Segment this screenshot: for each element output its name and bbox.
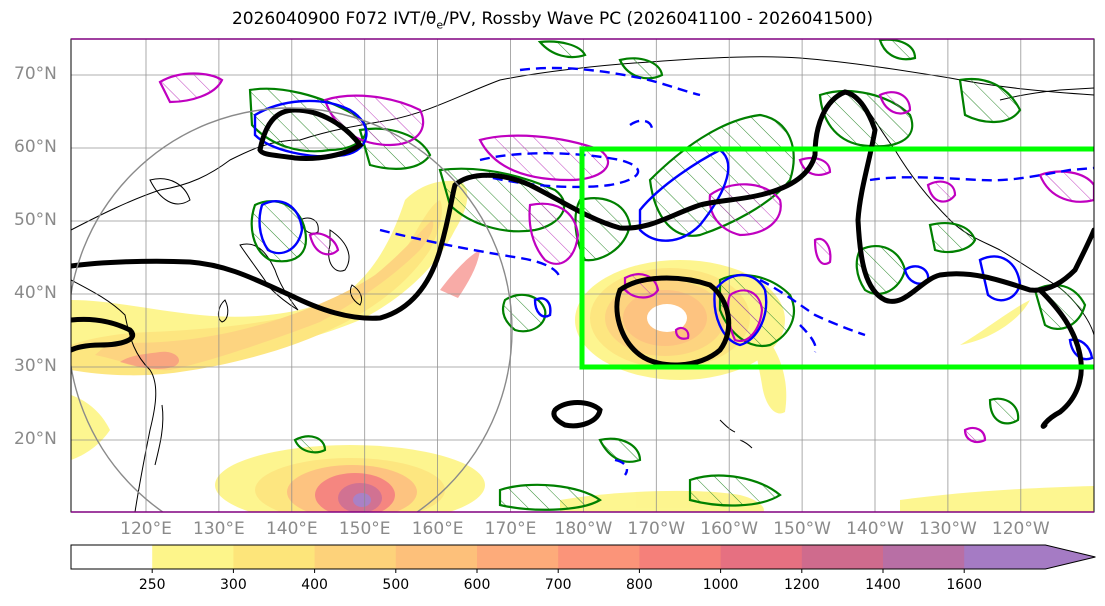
- lon-label: 150°E: [338, 519, 391, 539]
- rossby-wave-box: [579, 146, 1094, 370]
- colorbar-tick-label: 1400: [865, 577, 901, 593]
- lon-label: 130°W: [919, 519, 977, 539]
- plot-title: 2026040900 F072 IVT/θe/PV, Rossby Wave P…: [231, 9, 874, 32]
- colorbar-tick-label: 250: [138, 577, 166, 593]
- lat-label-50n: 50°N: [14, 210, 57, 230]
- lat-label-70n: 70°N: [14, 64, 57, 84]
- radius-circle: [71, 107, 513, 512]
- lon-label: 170°E: [484, 519, 537, 539]
- black-contours: [71, 89, 1094, 429]
- lon-label: 140°W: [846, 519, 904, 539]
- colorbar-tick-label: 800: [626, 577, 653, 593]
- colorbar-tick-label: 1600: [946, 577, 983, 593]
- lon-label: 140°E: [265, 519, 318, 539]
- lon-label: 150°W: [773, 519, 831, 539]
- colorbar-tick-label: 600: [463, 577, 491, 593]
- lon-label: 120°E: [120, 519, 172, 539]
- colorbar-tick-label: 1000: [702, 577, 739, 593]
- magenta-contours: [158, 72, 1094, 444]
- colorbar-tick-label: 1200: [783, 577, 820, 593]
- longitude-labels: 120°E 130°E 140°E 150°E 160°E 170°E 180°W 170°W…: [70, 519, 1094, 541]
- colorbar-tick-label: 400: [301, 577, 328, 593]
- gridlines: [71, 39, 1094, 512]
- lon-label: 130°E: [193, 519, 245, 539]
- lon-label: 160°E: [411, 519, 464, 539]
- lat-label-20n: 20°N: [14, 429, 57, 449]
- lon-label: 170°W: [627, 519, 686, 539]
- lat-label-30n: 30°N: [14, 356, 57, 376]
- colorbar-tick-label: 500: [382, 577, 410, 593]
- lon-label: 180°W: [554, 519, 613, 539]
- lon-label: 120°W: [991, 519, 1050, 539]
- colorbar-tick-label: 700: [544, 577, 572, 593]
- colorbar-tick-label: 300: [220, 577, 247, 593]
- blue-dashed-contours: [379, 66, 1094, 476]
- lat-label-40n: 40°N: [14, 283, 57, 303]
- lat-label-60n: 60°N: [14, 137, 57, 157]
- lon-label: 160°W: [700, 519, 759, 539]
